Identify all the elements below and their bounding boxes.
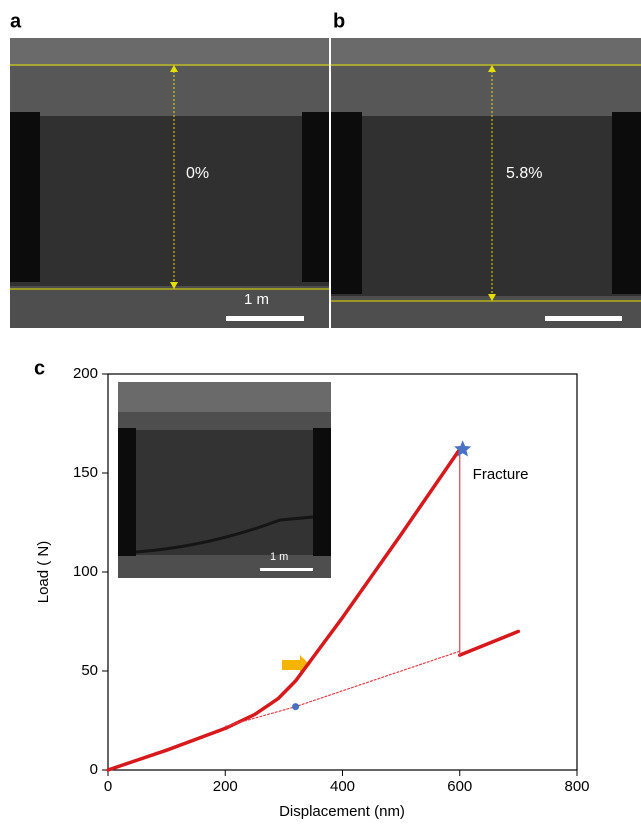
micrograph-b: [331, 38, 641, 328]
panel-label: a: [10, 10, 22, 32]
y-tick-label: 200: [73, 365, 98, 382]
x-tick-label: 0: [104, 778, 112, 795]
panel-label: b: [333, 10, 345, 32]
data-line: [458, 629, 521, 657]
x-tick-label: 400: [330, 778, 355, 795]
data-line: [106, 447, 462, 772]
y-axis-label: Load ( N): [35, 541, 52, 604]
annotation: Fracture: [473, 466, 529, 483]
y-tick-label: 150: [73, 464, 98, 481]
scale-label: 1 m: [270, 551, 288, 563]
inset-micrograph: [118, 382, 331, 578]
y-tick-label: 0: [90, 761, 98, 778]
scale-label: 1 m: [244, 291, 269, 308]
y-tick-label: 50: [81, 662, 98, 679]
x-tick-label: 200: [213, 778, 238, 795]
x-tick-label: 800: [564, 778, 589, 795]
fracture-star: [454, 440, 472, 457]
point: [292, 703, 300, 711]
strain-label: 5.8%: [506, 165, 542, 182]
panel-label: c: [34, 357, 45, 379]
x-axis-label: Displacement (nm): [279, 803, 405, 820]
micrograph-a: [10, 38, 329, 328]
data-line: [224, 650, 461, 728]
y-tick-label: 100: [73, 563, 98, 580]
x-tick-label: 600: [447, 778, 472, 795]
strain-label: 0%: [186, 165, 209, 182]
